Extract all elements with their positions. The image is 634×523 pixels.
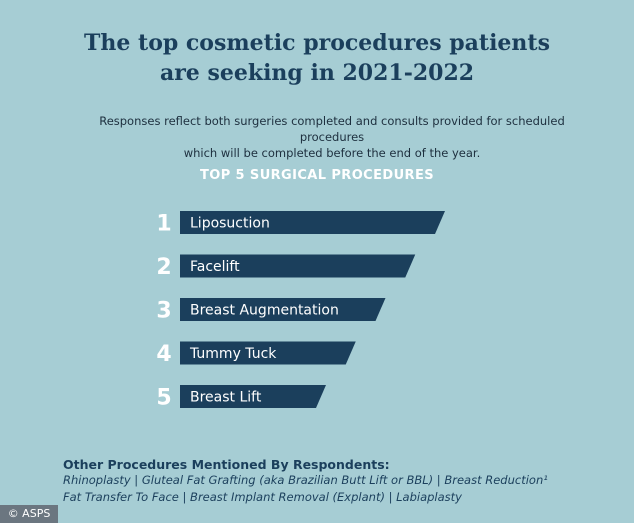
subtitle: Responses reflect both surgeries complet… (70, 113, 594, 161)
title-line-1: The top cosmetic procedures patients (84, 30, 550, 56)
category-label-4: Tummy Tuck (189, 346, 277, 362)
footer-line-2: Fat Transfer To Face | Breast Implant Re… (63, 490, 462, 504)
rank-label-3: 3 (156, 299, 171, 324)
chart-title: TOP 5 SURGICAL PROCEDURES (199, 168, 434, 183)
rank-label-4: 4 (156, 342, 171, 367)
bar-1 (180, 211, 445, 234)
page-title: The top cosmetic procedures patients are… (0, 28, 634, 88)
bar-2 (180, 254, 416, 278)
category-label-2: Facelift (190, 259, 240, 275)
footer-heading: Other Procedures Mentioned By Respondent… (63, 457, 390, 472)
rank-label-5: 5 (156, 386, 171, 411)
title-line-2: are seeking in 2021-2022 (159, 60, 475, 86)
category-label-1: Liposuction (190, 216, 270, 232)
subtitle-line-2: which will be completed before the end o… (183, 146, 481, 160)
rank-label-1: 1 (156, 212, 171, 237)
footer-line-1: Rhinoplasty | Gluteal Fat Grafting (aka … (63, 473, 548, 487)
rank-label-2: 2 (156, 255, 171, 280)
credit-label: © ASPS (0, 505, 58, 523)
subtitle-line-1: Responses reflect both surgeries complet… (99, 114, 565, 144)
category-label-3: Breast Augmentation (190, 303, 339, 319)
bar-4 (180, 341, 356, 365)
category-label-5: Breast Lift (190, 390, 262, 406)
bar-3 (180, 298, 386, 321)
bar-5 (180, 385, 326, 408)
